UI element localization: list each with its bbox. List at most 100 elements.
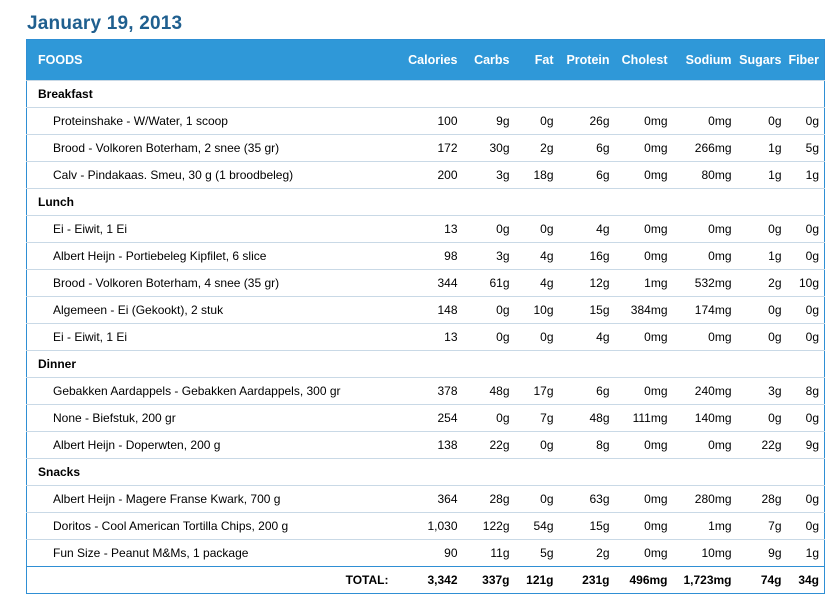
food-name-cell: Doritos - Cool American Tortilla Chips, …	[26, 512, 401, 540]
column-header-cholest: Cholest	[621, 53, 668, 67]
total-sodium-cell: 1,723mg	[672, 566, 737, 594]
sugars-cell: 7g	[736, 512, 787, 540]
fat-cell: 0g	[514, 323, 559, 351]
total-row: TOTAL: 3,342 337g 121g 231g 496mg 1,723mg 74g 34…	[26, 566, 825, 594]
calories-cell: 100	[400, 107, 463, 135]
protein-cell: 63g	[558, 485, 615, 513]
fat-cell: 54g	[514, 512, 559, 540]
carbs-cell: 0g	[462, 404, 515, 432]
carbs-cell: 3g	[462, 161, 515, 189]
food-name-cell: Albert Heijn - Portiebeleg Kipfilet, 6 s…	[26, 242, 401, 270]
sodium-cell: 10mg	[672, 539, 737, 567]
sugars-cell: 2g	[736, 269, 787, 297]
page-title: January 19, 2013	[27, 13, 183, 34]
protein-cell: 48g	[558, 404, 615, 432]
sugars-cell: 3g	[736, 377, 787, 405]
calories-cell: 172	[400, 134, 463, 162]
protein-cell: 16g	[558, 242, 615, 270]
sodium-cell: 1mg	[672, 512, 737, 540]
fat-cell: 4g	[514, 269, 559, 297]
calories-cell: 138	[400, 431, 463, 459]
sugars-cell: 22g	[736, 431, 787, 459]
carbs-cell: 122g	[462, 512, 515, 540]
fiber-cell: 0g	[786, 485, 825, 513]
table-row: None - Biefstuk, 200 gr 254 0g 7g 48g 111mg 14…	[26, 404, 825, 432]
food-name-cell: Ei - Eiwit, 1 Ei	[26, 215, 401, 243]
column-header-protein: Protein	[566, 53, 610, 67]
sodium-cell: 0mg	[672, 215, 737, 243]
sugars-cell: 0g	[736, 107, 787, 135]
fiber-cell: 0g	[786, 107, 825, 135]
meal-section-breakfast: Breakfast	[26, 80, 825, 108]
table-row: Albert Heijn - Magere Franse Kwark, 700 …	[26, 485, 825, 513]
column-header-sodium: Sodium	[685, 53, 732, 67]
food-name-cell: Albert Heijn - Magere Franse Kwark, 700 …	[26, 485, 401, 513]
cholest-cell: 384mg	[614, 296, 673, 324]
calories-cell: 378	[400, 377, 463, 405]
sugars-cell: 28g	[736, 485, 787, 513]
total-protein-cell: 231g	[558, 566, 615, 594]
cholest-cell: 0mg	[614, 431, 673, 459]
sugars-cell: 1g	[736, 242, 787, 270]
sugars-cell: 1g	[736, 134, 787, 162]
fat-cell: 0g	[514, 215, 559, 243]
food-name-cell: Albert Heijn - Doperwten, 200 g	[26, 431, 401, 459]
sodium-cell: 280mg	[672, 485, 737, 513]
fat-cell: 4g	[514, 242, 559, 270]
table-row: Doritos - Cool American Tortilla Chips, …	[26, 512, 825, 540]
calories-cell: 344	[400, 269, 463, 297]
column-header-fat: Fat	[534, 53, 554, 67]
food-name-cell: Proteinshake - W/Water, 1 scoop	[26, 107, 401, 135]
food-name-cell: Ei - Eiwit, 1 Ei	[26, 323, 401, 351]
fat-cell: 5g	[514, 539, 559, 567]
meal-section-label: Lunch	[26, 188, 825, 216]
fiber-cell: 0g	[786, 242, 825, 270]
calories-cell: 90	[400, 539, 463, 567]
fat-cell: 17g	[514, 377, 559, 405]
cholest-cell: 0mg	[614, 539, 673, 567]
fat-cell: 18g	[514, 161, 559, 189]
calories-cell: 254	[400, 404, 463, 432]
fiber-cell: 0g	[786, 296, 825, 324]
column-header-foods: FOODS	[38, 53, 83, 67]
carbs-cell: 30g	[462, 134, 515, 162]
fiber-cell: 1g	[786, 539, 825, 567]
food-diary-table: FOODS Calories Carbs Fat Protein Cholest…	[26, 39, 825, 594]
table-row: Brood - Volkoren Boterham, 2 snee (35 gr…	[26, 134, 825, 162]
cholest-cell: 0mg	[614, 215, 673, 243]
food-name-cell: None - Biefstuk, 200 gr	[26, 404, 401, 432]
column-header-calories: Calories	[408, 53, 458, 67]
total-label: TOTAL:	[26, 566, 401, 594]
food-name-cell: Fun Size - Peanut M&Ms, 1 package	[26, 539, 401, 567]
carbs-cell: 0g	[462, 323, 515, 351]
fiber-cell: 0g	[786, 323, 825, 351]
total-fiber-cell: 34g	[786, 566, 825, 594]
fiber-cell: 0g	[786, 512, 825, 540]
meal-section-lunch: Lunch	[26, 188, 825, 216]
fiber-cell: 0g	[786, 404, 825, 432]
cholest-cell: 0mg	[614, 107, 673, 135]
meal-section-label: Snacks	[26, 458, 825, 486]
table-body: Breakfast Proteinshake - W/Water, 1 scoop…	[26, 80, 825, 594]
cholest-cell: 111mg	[614, 404, 673, 432]
total-fat-cell: 121g	[514, 566, 559, 594]
meal-section-dinner: Dinner	[26, 350, 825, 378]
sodium-cell: 266mg	[672, 134, 737, 162]
cholest-cell: 0mg	[614, 485, 673, 513]
meal-section-label: Dinner	[26, 350, 825, 378]
table-row: Ei - Eiwit, 1 Ei 13 0g 0g 4g 0mg 0mg 0g 0g	[26, 323, 825, 351]
table-row: Fun Size - Peanut M&Ms, 1 package 90 11g 5g…	[26, 539, 825, 567]
protein-cell: 4g	[558, 323, 615, 351]
fat-cell: 7g	[514, 404, 559, 432]
carbs-cell: 61g	[462, 269, 515, 297]
table-row: Proteinshake - W/Water, 1 scoop 100 9g 0g 26…	[26, 107, 825, 135]
protein-cell: 4g	[558, 215, 615, 243]
total-sugars-cell: 74g	[736, 566, 787, 594]
fat-cell: 10g	[514, 296, 559, 324]
fiber-cell: 10g	[786, 269, 825, 297]
table-row: Albert Heijn - Portiebeleg Kipfilet, 6 s…	[26, 242, 825, 270]
cholest-cell: 0mg	[614, 161, 673, 189]
sodium-cell: 80mg	[672, 161, 737, 189]
protein-cell: 15g	[558, 512, 615, 540]
carbs-cell: 22g	[462, 431, 515, 459]
